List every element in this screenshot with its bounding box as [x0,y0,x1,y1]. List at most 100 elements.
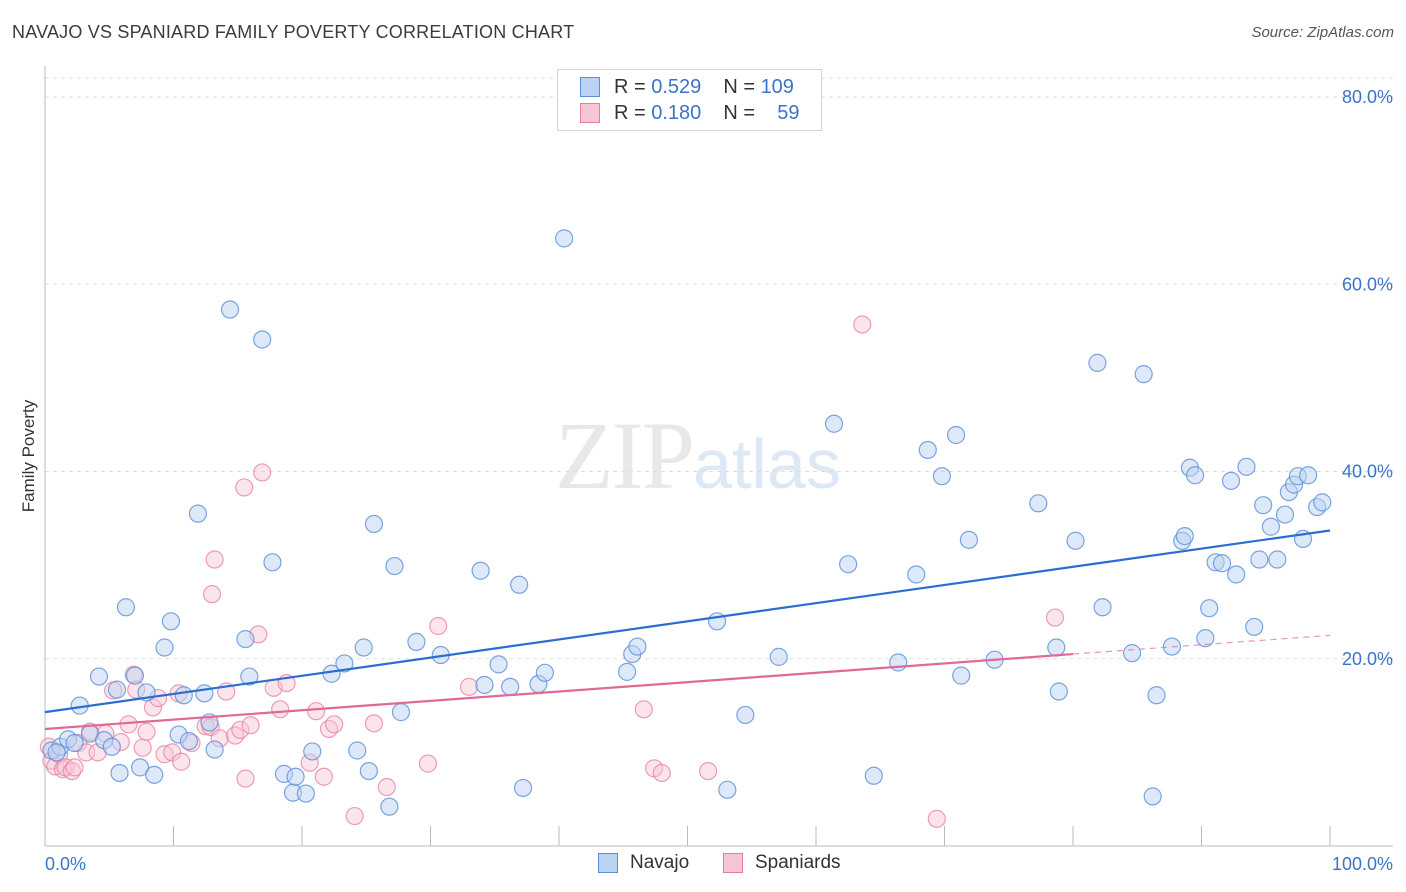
navajo-point [489,655,508,674]
navajo-point [628,637,647,656]
navajo-point [1313,493,1332,512]
navajo-point [47,743,66,762]
navajo-point [907,565,926,584]
trend-lines [44,529,1331,731]
navajo-point [1143,787,1162,806]
grid-lines [45,77,1393,660]
navajo-point [1088,353,1107,372]
spaniards-point [652,763,671,783]
navajo-point [1093,598,1112,617]
spaniards-legend-swatch [723,853,743,873]
watermark-atlas: atlas [693,425,841,503]
navajo-point [125,666,145,685]
navajo-point [195,684,214,703]
spaniards-trend-line [44,652,1074,731]
navajo-point [1049,682,1068,701]
navajo-n-value: 109 [760,75,794,98]
navajo-point [824,414,844,433]
navajo-point [510,575,529,594]
navajo-point [1250,550,1269,569]
axes [44,66,1393,847]
spaniards-point [202,585,222,604]
spaniards-point [241,716,260,735]
chart-title: NAVAJO VS SPANIARD FAMILY POVERTY CORREL… [12,22,575,42]
navajo-point [1237,457,1256,476]
navajo-point [1200,599,1219,618]
navajo-point [240,667,259,686]
navajo-point [535,663,554,682]
navajo-point [1029,494,1048,513]
navajo-point [303,742,322,761]
navajo-point [130,758,150,777]
spaniards-point [253,463,272,482]
spaniards-point [205,550,224,569]
navajo-point [380,797,399,816]
spaniards-point [345,806,364,826]
navajo-trend-line [44,529,1331,714]
watermark: ZIPatlas [555,400,841,511]
navajo-point [102,737,121,756]
legend-row-navajo: R = 0.529 N = 109 [580,75,794,99]
y-tick-label: 40.0% [1342,462,1393,482]
navajo-point [1268,550,1287,569]
navajo-point [161,612,181,631]
spaniards-point [698,761,718,781]
spaniards-point [377,777,396,797]
y-tick-label: 60.0% [1342,274,1393,294]
navajo-point [286,767,305,786]
navajo-point [475,675,494,695]
spaniards-point [314,767,333,786]
correlation-legend: R = 0.529 N = 109 R = 0.180 N = 59 [557,69,822,131]
spaniards-point [271,700,290,719]
navajo-point [155,638,174,657]
spaniards-point [364,714,384,733]
navajo-point [110,763,129,783]
spaniards-r-label: R = [614,101,646,124]
navajo-point [1254,496,1273,515]
spaniards-point [231,720,250,740]
navajo-r-label: R = [614,75,646,98]
spaniards-point [143,698,163,717]
series-legend: Navajo Spaniards [0,852,1406,878]
navajo-point [296,784,315,803]
navajo-point [1066,531,1085,550]
navajo-point [364,514,384,534]
navajo-point [335,654,354,673]
navajo-point [1196,629,1215,648]
spaniards-trend-extension [1072,634,1331,655]
navajo-legend-swatch [598,853,618,873]
navajo-point [1212,554,1232,573]
spaniards-point [325,715,344,734]
navajo-point [1299,466,1318,485]
navajo-point [1123,644,1142,663]
spaniards-point [853,315,872,334]
navajo-point [1275,505,1295,524]
navajo-point [889,653,908,672]
navajo-point [1245,617,1264,637]
watermark-zip: ZIP [555,402,695,509]
navajo-point [65,733,84,753]
navajo-n-label: N = [723,75,755,98]
spaniards-n-label: N = [723,101,755,124]
spaniards-swatch [580,103,600,123]
navajo-point [174,686,193,705]
navajo-point [471,561,490,580]
navajo-point [1261,517,1280,536]
spaniards-point [927,809,946,828]
navajo-point [220,300,240,319]
navajo-point [407,632,426,651]
spaniards-point [459,677,479,696]
spaniards-r-value: 0.180 [651,101,702,124]
navajo-point [107,680,127,699]
navajo-point [864,766,883,785]
y-axis-label: Family Poverty [19,399,38,512]
navajo-point [1147,686,1166,705]
legend-item-navajo: Navajo [598,852,689,874]
spaniards-point [1045,608,1065,627]
spaniards-point [172,752,191,771]
spaniards-point [226,726,245,745]
navajo-point [89,667,109,686]
navajo-point [253,330,272,349]
navajo-point [718,780,737,799]
